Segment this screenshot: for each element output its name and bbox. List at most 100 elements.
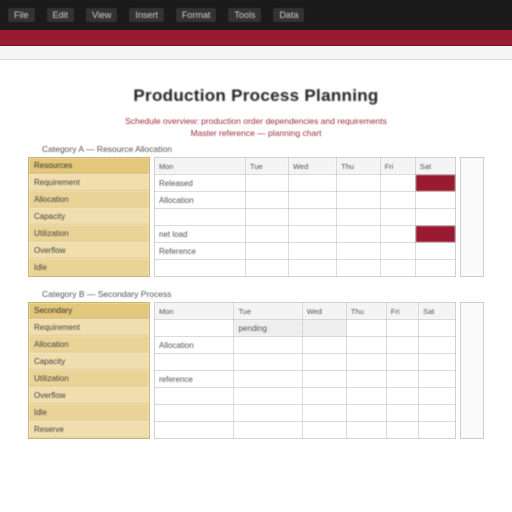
cell[interactable] <box>337 226 380 243</box>
cell[interactable] <box>155 320 234 337</box>
cell[interactable] <box>415 192 455 209</box>
side-row[interactable]: Utilization <box>29 225 149 242</box>
cell[interactable]: Allocation <box>155 192 246 209</box>
cell[interactable] <box>288 175 336 192</box>
cell[interactable] <box>346 405 386 422</box>
cell[interactable] <box>346 371 386 388</box>
menu-data[interactable]: Data <box>273 8 304 22</box>
section2-table[interactable]: Mon Tue Wed Thu Fri Sat pending Allocati… <box>154 302 456 439</box>
cell-selected[interactable] <box>415 175 455 192</box>
cell[interactable] <box>337 243 380 260</box>
cell[interactable] <box>288 260 336 277</box>
col-head[interactable]: Thu <box>337 158 380 175</box>
menu-tools[interactable]: Tools <box>228 8 261 22</box>
cell[interactable] <box>419 320 456 337</box>
cell[interactable] <box>346 388 386 405</box>
cell[interactable] <box>419 388 456 405</box>
col-head[interactable]: Fri <box>380 158 415 175</box>
col-head[interactable]: Fri <box>386 303 418 320</box>
cell[interactable] <box>246 226 289 243</box>
cell[interactable] <box>380 192 415 209</box>
cell[interactable] <box>346 337 386 354</box>
col-head[interactable]: Wed <box>302 303 346 320</box>
side-row[interactable]: Reserve <box>29 421 149 438</box>
menu-format[interactable]: Format <box>176 8 217 22</box>
cell[interactable] <box>246 175 289 192</box>
side-row[interactable]: Idle <box>29 404 149 421</box>
cell[interactable] <box>415 209 455 226</box>
section1-table[interactable]: Mon Tue Wed Thu Fri Sat Released Allocat… <box>154 157 456 277</box>
cell[interactable] <box>386 388 418 405</box>
cell[interactable]: Allocation <box>155 337 234 354</box>
col-head[interactable]: Wed <box>288 158 336 175</box>
side-row[interactable]: Allocation <box>29 336 149 353</box>
cell[interactable] <box>288 209 336 226</box>
cell[interactable] <box>155 405 234 422</box>
menu-insert[interactable]: Insert <box>129 8 164 22</box>
cell[interactable] <box>302 371 346 388</box>
side-row[interactable]: Overflow <box>29 242 149 259</box>
cell[interactable] <box>337 209 380 226</box>
cell[interactable] <box>380 175 415 192</box>
menu-edit[interactable]: Edit <box>47 8 75 22</box>
side-row[interactable]: Overflow <box>29 387 149 404</box>
cell[interactable]: pending <box>234 320 302 337</box>
cell[interactable] <box>302 405 346 422</box>
cell[interactable] <box>386 422 418 439</box>
side-row[interactable]: Capacity <box>29 353 149 370</box>
cell[interactable] <box>246 192 289 209</box>
cell[interactable] <box>302 320 346 337</box>
cell[interactable] <box>346 354 386 371</box>
cell[interactable] <box>337 175 380 192</box>
cell[interactable] <box>155 260 246 277</box>
cell[interactable] <box>288 226 336 243</box>
cell[interactable] <box>302 354 346 371</box>
cell[interactable] <box>155 422 234 439</box>
cell[interactable]: Released <box>155 175 246 192</box>
cell[interactable] <box>419 354 456 371</box>
side-row[interactable]: Utilization <box>29 370 149 387</box>
cell[interactable] <box>155 354 234 371</box>
cell[interactable] <box>234 405 302 422</box>
cell[interactable] <box>386 371 418 388</box>
col-head[interactable]: Sat <box>415 158 455 175</box>
side-row[interactable]: Requirement <box>29 174 149 191</box>
cell-selected[interactable] <box>415 226 455 243</box>
cell[interactable] <box>288 192 336 209</box>
cell[interactable] <box>246 243 289 260</box>
cell[interactable] <box>337 260 380 277</box>
menu-file[interactable]: File <box>8 8 35 22</box>
cell[interactable]: Reference <box>155 243 246 260</box>
cell[interactable] <box>419 371 456 388</box>
cell[interactable]: reference <box>155 371 234 388</box>
col-head[interactable]: Tue <box>234 303 302 320</box>
cell[interactable] <box>380 209 415 226</box>
col-head[interactable]: Tue <box>246 158 289 175</box>
cell[interactable] <box>337 192 380 209</box>
col-head[interactable]: Sat <box>419 303 456 320</box>
cell[interactable] <box>302 337 346 354</box>
cell[interactable] <box>346 320 386 337</box>
col-head[interactable]: Mon <box>155 158 246 175</box>
cell[interactable] <box>302 388 346 405</box>
cell[interactable] <box>386 354 418 371</box>
col-head[interactable]: Mon <box>155 303 234 320</box>
cell[interactable] <box>234 422 302 439</box>
cell[interactable] <box>302 422 346 439</box>
cell[interactable] <box>346 422 386 439</box>
cell[interactable] <box>155 388 234 405</box>
cell[interactable] <box>415 260 455 277</box>
cell[interactable] <box>234 388 302 405</box>
cell[interactable] <box>155 209 246 226</box>
menu-view[interactable]: View <box>86 8 117 22</box>
col-head[interactable]: Thu <box>346 303 386 320</box>
cell[interactable] <box>234 337 302 354</box>
cell[interactable] <box>386 337 418 354</box>
cell[interactable] <box>415 243 455 260</box>
cell[interactable] <box>234 354 302 371</box>
cell[interactable]: net load <box>155 226 246 243</box>
side-row[interactable]: Idle <box>29 259 149 276</box>
cell[interactable] <box>386 320 418 337</box>
side-row[interactable]: Allocation <box>29 191 149 208</box>
cell[interactable] <box>288 243 336 260</box>
